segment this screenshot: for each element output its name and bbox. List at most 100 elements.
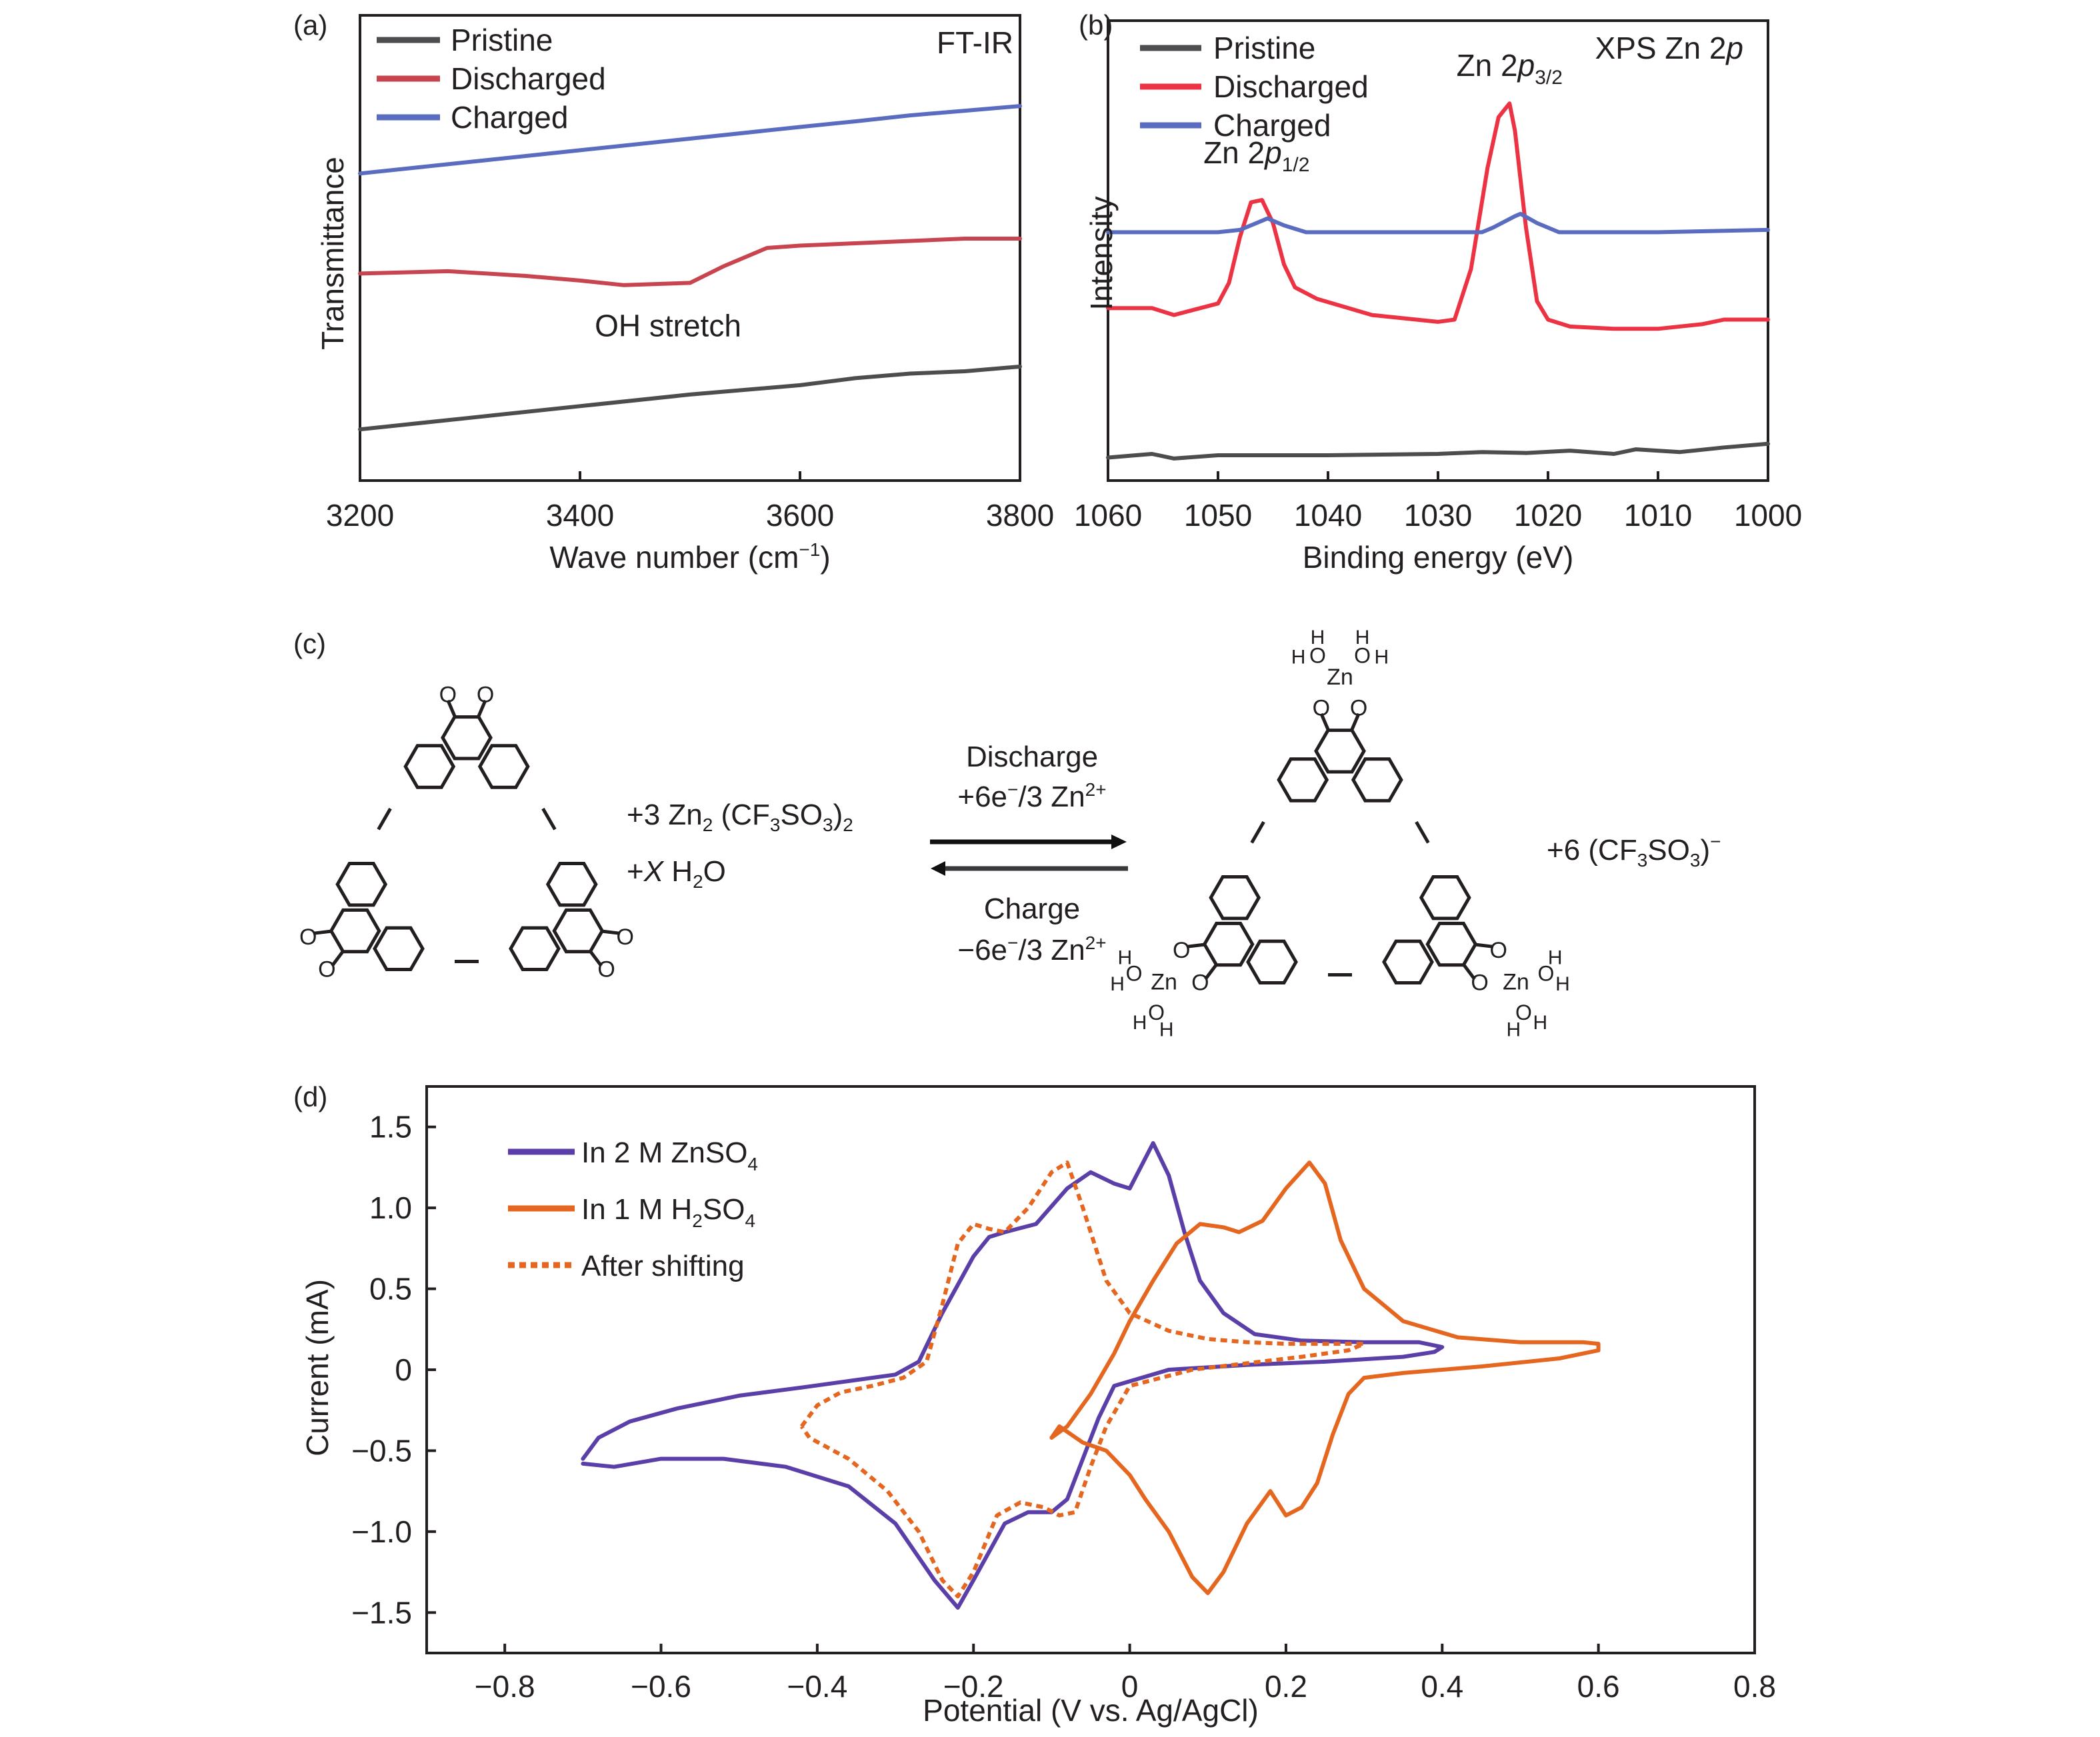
water-oxygen: O — [1515, 1000, 1532, 1024]
legend-label: In 1 M H2SO4 — [581, 1193, 755, 1231]
peak-label-main: Zn 2 — [1203, 135, 1265, 170]
peak-label-sub: 3/2 — [1535, 67, 1563, 89]
x-ticks — [359, 471, 1021, 481]
legend-label-sub: 2 — [692, 1210, 703, 1231]
product-triflate-anion: +6 (CF3SO3)− — [1547, 831, 1721, 870]
term-x: X — [643, 855, 665, 888]
peak-annotations: Zn 2p1/2Zn 2p3/2 — [1203, 48, 1563, 176]
y-tick-label: 0.5 — [369, 1272, 412, 1306]
term: O — [703, 855, 726, 888]
peak-label-sub: 1/2 — [1282, 154, 1310, 176]
x-tick-label: 0.4 — [1421, 1669, 1463, 1704]
reactant-zinc-triflate: +3 Zn2 (CF3SO3)2 — [627, 799, 853, 835]
oxygen-atom: O — [1471, 970, 1488, 995]
term: (CF — [713, 799, 770, 831]
y-axis-label: Intensity — [1084, 196, 1119, 310]
biaryl-bond — [541, 807, 557, 831]
chart-title: XPS Zn 2p — [1595, 31, 1743, 65]
x-tick-label: 3400 — [546, 498, 614, 533]
water-oxygen: O — [1126, 962, 1143, 986]
chart-title-main: XPS Zn 2 — [1595, 31, 1727, 65]
central-ring — [1425, 921, 1478, 967]
x-tick-label: 1040 — [1294, 498, 1362, 533]
hydrogen-atom: H — [1533, 1012, 1548, 1034]
hydrogen-atom: H — [1118, 946, 1133, 968]
aromatic-ring — [509, 926, 561, 971]
panel-d-cv: (d) −0.8 −0.6 −0.4 −0.2 0 0.2 0.4 0.6 0.8 1.5 1.0 0… — [293, 1081, 1776, 1728]
reactant-water: +X H2O — [627, 855, 726, 892]
panel-a-ftir: (a) 3200 3400 3600 3800 FT-IR Pristine Disch… — [293, 9, 1054, 575]
legend-label-sub: 4 — [745, 1210, 755, 1231]
legend: In 2 M ZnSO 4In 1 M H2SO4 After shifting — [508, 1136, 758, 1282]
aromatic-ring — [477, 744, 530, 789]
legend-label: Discharged — [451, 61, 606, 96]
charge-sub-label: −6e−/3 Zn2+ — [957, 932, 1106, 966]
series-group — [358, 104, 1022, 432]
aromatic-ring — [335, 862, 388, 907]
term-sup: − — [1007, 932, 1018, 953]
x-tick-label: 0 — [1121, 1669, 1139, 1704]
charge-label: Charge — [984, 892, 1080, 925]
term: ) — [833, 799, 843, 831]
aromatic-ring — [1209, 875, 1261, 920]
series-line-charged — [358, 104, 1022, 176]
term-sub: 2 — [693, 871, 703, 892]
panel-c-label: (c) — [293, 628, 326, 659]
chart-title: FT-IR — [937, 25, 1013, 60]
x-tick-label: 1050 — [1184, 498, 1252, 533]
hydrogen-atom: H — [1355, 627, 1370, 649]
y-tick-label: 1.0 — [369, 1190, 412, 1225]
oxygen-atom: O — [1489, 938, 1507, 963]
forward-arrow — [930, 835, 1127, 849]
x-tick-label: −0.2 — [943, 1669, 1004, 1704]
carbonyl-bond — [1186, 942, 1204, 948]
x-tick-label: 1060 — [1074, 498, 1142, 533]
series-line-pristine — [358, 365, 1022, 432]
term-sup: 2+ — [1085, 932, 1107, 953]
y-axis-label: Current (mA) — [300, 1279, 335, 1456]
oxygen-atom: O — [597, 956, 615, 982]
zinc-atom: Zn — [1327, 665, 1353, 690]
x-axis-label: Potential (V vs. Ag/AgCl) — [923, 1693, 1259, 1728]
oxygen-atom: O — [477, 683, 494, 708]
carbonyl-bond — [1350, 713, 1361, 731]
central-ring — [1202, 921, 1255, 967]
x-tick-labels: 1060 1050 1040 1030 1020 1010 1000 — [1074, 498, 1802, 533]
legend-label: Pristine — [1213, 31, 1315, 65]
water-oxygen: O — [1354, 644, 1371, 668]
aromatic-ring — [545, 862, 598, 907]
term-sub: 3 — [1637, 850, 1648, 870]
series-line-in-1-m-h2so4 — [1049, 1160, 1601, 1596]
term-sup: − — [1710, 831, 1721, 852]
aromatic-ring — [1277, 757, 1329, 803]
annotation-oh-stretch: OH stretch — [595, 309, 741, 343]
legend-label-main: After shifting — [581, 1250, 745, 1282]
x-tick-label: −0.6 — [631, 1669, 691, 1704]
oxygen-atom: O — [1173, 938, 1190, 963]
carbonyl-bond — [313, 929, 331, 935]
legend-label-main: SO — [703, 1193, 745, 1226]
molecule-product — [1186, 713, 1494, 984]
term: SO — [1647, 834, 1690, 867]
term-sup: 2+ — [1085, 779, 1107, 800]
peak-label-italic: p — [1517, 48, 1535, 83]
legend-label-main: In 2 M ZnSO — [581, 1136, 747, 1169]
x-tick-label: 1000 — [1734, 498, 1802, 533]
tick-labels: −0.8 −0.6 −0.4 −0.2 0 0.2 0.4 0.6 0.8 1.5 1.0 0.5 0 −… — [351, 1110, 1776, 1704]
axis-ticks — [427, 1125, 1756, 1653]
x-tick-label: 1030 — [1404, 498, 1472, 533]
x-tick-label: −0.4 — [787, 1669, 847, 1704]
term-sub: 3 — [823, 815, 833, 835]
term: SO — [780, 799, 823, 831]
term-sub: 2 — [843, 815, 853, 835]
central-ring — [329, 908, 381, 954]
term: +6 (CF — [1547, 834, 1637, 867]
plot-frame — [1107, 19, 1769, 482]
biaryl-bond — [377, 807, 392, 831]
legend-label: Charged — [451, 100, 568, 135]
x-tick-label: 0.2 — [1265, 1669, 1307, 1704]
y-axis-label: Transmittance — [315, 157, 350, 350]
series-line-after-shifting — [799, 1160, 1367, 1598]
